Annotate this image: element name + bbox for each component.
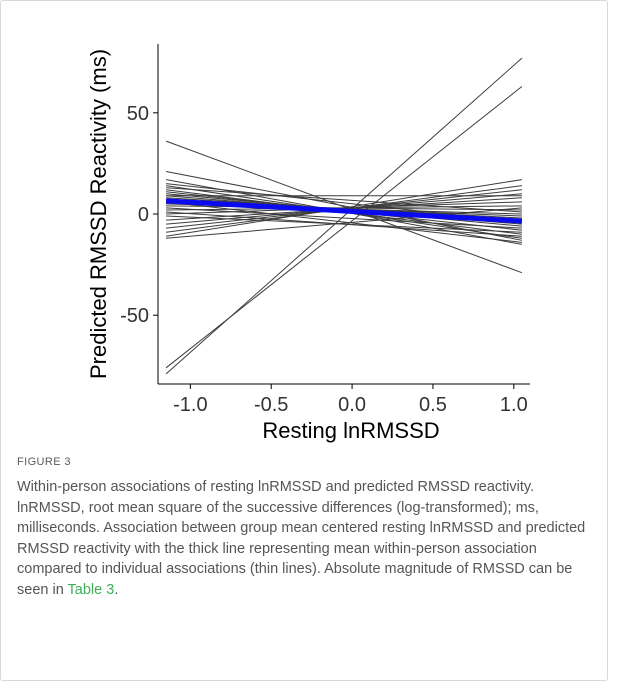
figure-label: FIGURE 3 — [17, 456, 71, 468]
y-tick-label: 50 — [127, 103, 149, 125]
x-tick-label: -0.5 — [254, 394, 288, 416]
x-axis-label: Resting lnRMSSD — [262, 418, 439, 443]
figure-panel — [0, 0, 608, 681]
y-tick-label: -50 — [120, 305, 149, 327]
caption-text: Within-person associations of resting ln… — [17, 479, 586, 598]
individual-line-2 — [165, 86, 523, 369]
individual-line-25 — [166, 179, 522, 237]
individual-line-30 — [166, 201, 522, 243]
individual-line-4 — [165, 171, 523, 241]
caption-end: . — [114, 581, 119, 598]
x-tick-label: 0.5 — [419, 394, 447, 416]
x-tick-label: 0.0 — [338, 394, 366, 416]
individual-line-28 — [166, 187, 522, 213]
series-lines — [165, 57, 523, 375]
y-tick-label: 0 — [138, 204, 149, 226]
axis-ticks: -1.0 -0.5 0.0 0.5 1.0 -50 0 50 — [120, 103, 528, 416]
individual-line-16 — [166, 207, 522, 229]
y-axis-label: Predicted RMSSD Reactivity (ms) — [86, 49, 111, 379]
figure-caption: Within-person associations of resting ln… — [17, 477, 597, 600]
table-link[interactable]: Table 3 — [67, 581, 115, 598]
individual-line-26 — [166, 207, 522, 239]
individual-line-3 — [165, 140, 523, 274]
x-tick-label: -1.0 — [173, 394, 207, 416]
mean-line — [165, 198, 523, 224]
x-tick-label: 1.0 — [500, 394, 528, 416]
